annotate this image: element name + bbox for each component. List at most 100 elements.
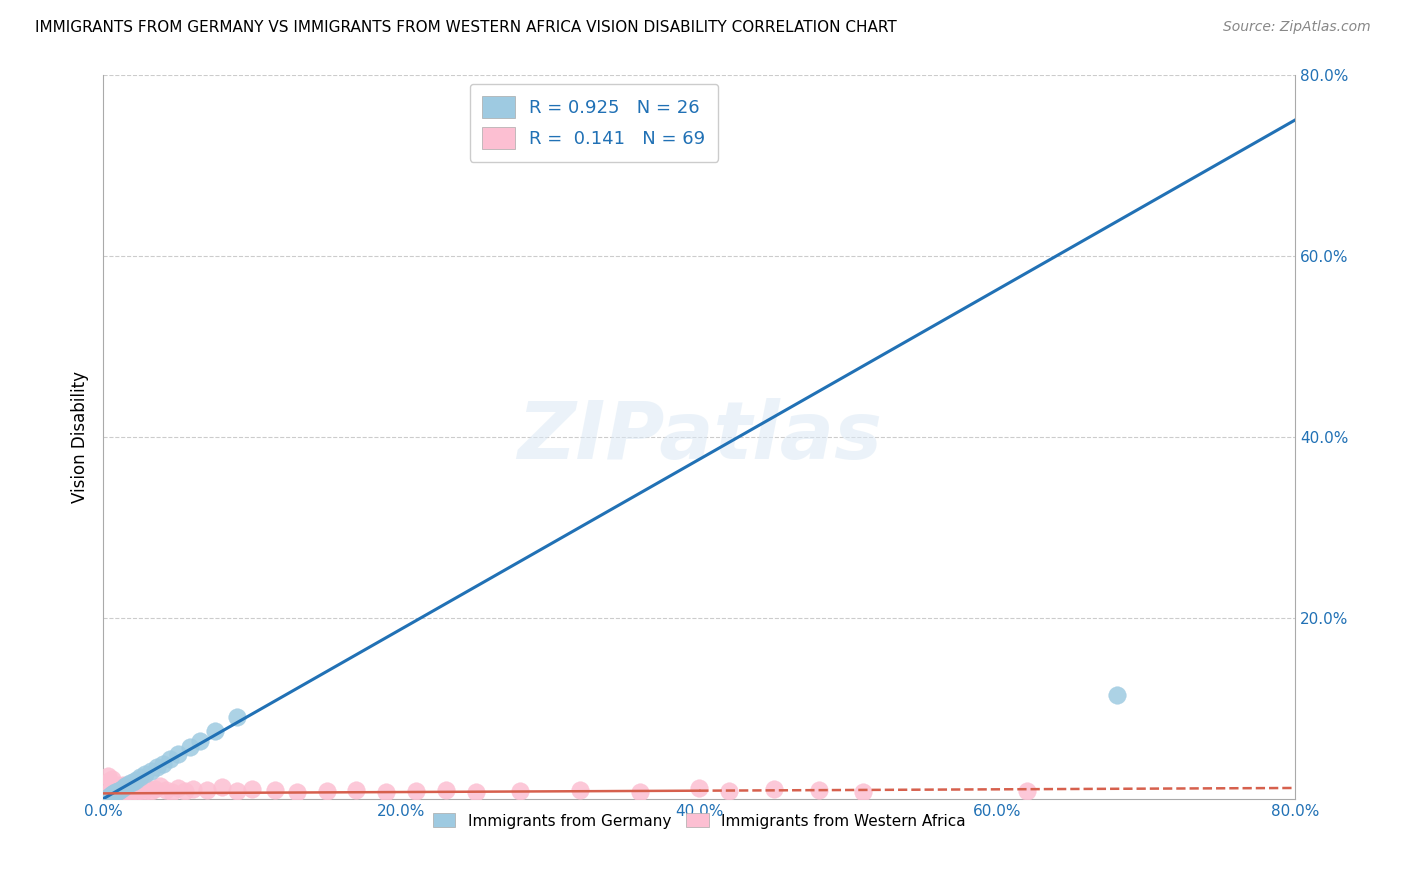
Point (117, 780, 139, 795)
Point (139, 764, 162, 778)
Point (104, 780, 127, 794)
Point (112, 780, 135, 794)
Point (103, 786, 125, 800)
Point (240, 781, 263, 796)
Point (166, 747, 188, 761)
Point (94, 787, 117, 801)
Point (152, 756, 174, 771)
Point (101, 786, 124, 800)
Text: Source: ZipAtlas.com: Source: ZipAtlas.com (1223, 20, 1371, 34)
Point (160, 784, 183, 798)
Point (197, 782, 219, 797)
Point (146, 760, 169, 774)
Point (110, 779, 132, 793)
Point (112, 784, 135, 798)
Point (179, 740, 201, 755)
Point (155, 782, 177, 797)
Point (100, 782, 122, 797)
Point (97, 786, 120, 800)
Point (226, 710, 249, 724)
Point (852, 784, 875, 798)
Point (103, 785, 125, 799)
Point (108, 782, 131, 797)
Point (718, 783, 741, 797)
Point (464, 784, 486, 798)
Point (97, 790, 120, 805)
Point (98, 784, 121, 798)
Point (132, 784, 155, 798)
Point (143, 781, 166, 796)
Point (108, 784, 131, 798)
Legend: Immigrants from Germany, Immigrants from Western Africa: Immigrants from Germany, Immigrants from… (426, 807, 972, 835)
Point (111, 782, 134, 797)
Point (118, 782, 141, 797)
Point (128, 780, 150, 795)
Point (346, 782, 368, 797)
Point (226, 783, 249, 797)
Point (103, 780, 125, 795)
Point (104, 784, 127, 798)
Point (98, 785, 121, 799)
Point (1017, 783, 1039, 797)
Point (120, 784, 142, 798)
Point (174, 783, 197, 797)
Point (628, 784, 651, 798)
Point (159, 752, 181, 766)
Point (107, 778, 129, 792)
Y-axis label: Vision Disability: Vision Disability (72, 371, 89, 503)
Point (807, 782, 830, 797)
Point (1105, 688, 1128, 702)
Point (149, 779, 172, 793)
Point (107, 783, 129, 797)
Text: ZIPatlas: ZIPatlas (517, 398, 882, 475)
Point (114, 779, 136, 793)
Point (285, 784, 308, 798)
Point (115, 783, 138, 797)
Point (105, 784, 128, 798)
Point (125, 783, 148, 797)
Point (105, 779, 128, 793)
Point (114, 781, 136, 796)
Point (204, 723, 226, 738)
Point (118, 776, 141, 790)
Point (101, 787, 124, 801)
Point (122, 780, 145, 794)
Point (375, 784, 398, 798)
Point (101, 772, 124, 786)
Point (104, 785, 127, 799)
Text: IMMIGRANTS FROM GERMANY VS IMMIGRANTS FROM WESTERN AFRICA VISION DISABILITY CORR: IMMIGRANTS FROM GERMANY VS IMMIGRANTS FR… (35, 20, 897, 35)
Point (111, 780, 134, 795)
Point (111, 778, 134, 792)
Point (434, 782, 457, 797)
Point (762, 781, 785, 796)
Point (211, 780, 233, 794)
Point (405, 783, 427, 797)
Point (139, 783, 162, 797)
Point (509, 783, 531, 797)
Point (688, 780, 710, 795)
Point (108, 780, 131, 794)
Point (125, 772, 148, 787)
Point (97, 769, 120, 783)
Point (127, 779, 149, 793)
Point (105, 783, 128, 797)
Point (101, 781, 124, 796)
Point (122, 774, 145, 789)
Point (124, 781, 146, 796)
Point (110, 783, 132, 797)
Point (134, 767, 156, 781)
Point (129, 770, 152, 784)
Point (315, 783, 337, 797)
Point (166, 780, 188, 795)
Point (115, 778, 138, 792)
Point (107, 782, 129, 797)
Point (569, 782, 592, 797)
Point (98, 773, 121, 788)
Point (129, 782, 152, 797)
Point (100, 783, 122, 797)
Point (188, 734, 211, 748)
Point (100, 788, 122, 802)
Point (135, 780, 157, 794)
Point (181, 781, 204, 796)
Point (263, 782, 285, 797)
